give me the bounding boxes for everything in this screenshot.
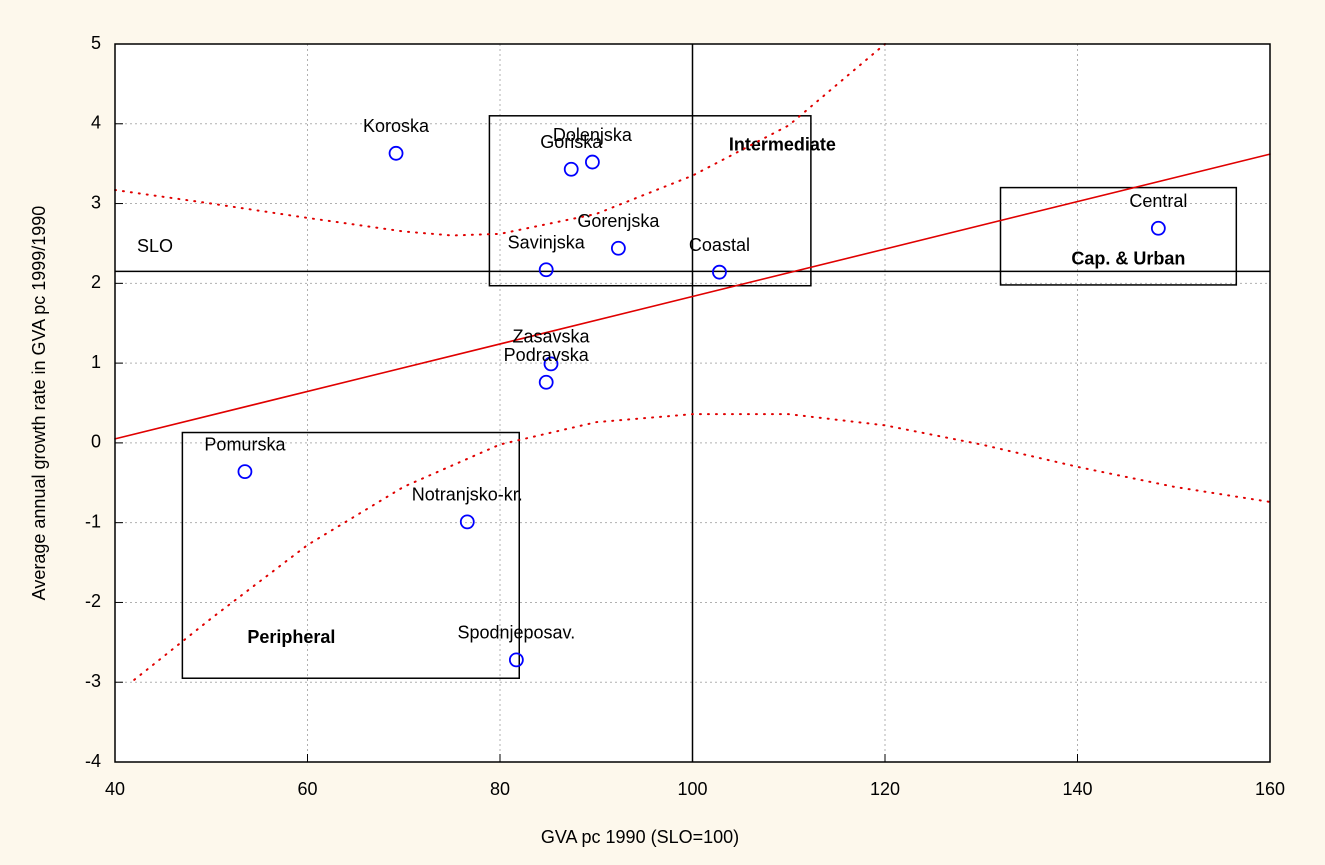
x-tick-label: 140 [1062, 779, 1092, 799]
data-point [585, 154, 600, 170]
x-tick-label: 60 [297, 779, 317, 799]
y-tick-label: -4 [85, 751, 101, 771]
x-tick-label: 100 [677, 779, 707, 799]
data-point [1150, 220, 1166, 236]
x-tick-label: 120 [870, 779, 900, 799]
point-label: Koroska [363, 116, 430, 136]
x-tick-label: 80 [490, 779, 510, 799]
regression-line [114, 153, 1271, 440]
point-label: Savinjska [508, 233, 586, 253]
point-label: Dolenjska [553, 125, 633, 145]
data-point [459, 514, 475, 530]
data-point [538, 374, 554, 390]
region-label: Cap. & Urban [1071, 249, 1185, 269]
y-tick-label: -2 [85, 591, 101, 611]
y-tick-label: -3 [85, 671, 101, 691]
region-box [488, 115, 812, 287]
point-label: Notranjsko-kr. [412, 485, 523, 505]
y-tick-label: -1 [85, 511, 101, 531]
confidence-curve [133, 413, 1271, 681]
data-point [538, 262, 554, 278]
y-tick-label: 2 [91, 272, 101, 292]
data-point [563, 161, 579, 177]
y-tick-label: 3 [91, 192, 101, 212]
data-point [543, 356, 559, 372]
data-point [388, 145, 404, 161]
data-point [712, 264, 727, 280]
y-tick-label: 5 [91, 33, 101, 53]
data-point [237, 464, 253, 480]
confidence-curve [114, 43, 886, 237]
data-point [508, 652, 524, 668]
point-label: Coastal [689, 235, 750, 255]
point-label: Central [1129, 191, 1187, 211]
point-label: Zasavska [512, 327, 590, 347]
data-point [610, 240, 626, 256]
y-axis-title: Average annual growth rate in GVA pc 199… [29, 206, 49, 601]
x-tick-label: 40 [105, 779, 125, 799]
point-label: Podravska [504, 345, 590, 365]
x-axis-title: GVA pc 1990 (SLO=100) [541, 827, 739, 847]
region-box [181, 431, 520, 679]
plot-border [114, 43, 1271, 763]
region-label: Peripheral [247, 627, 335, 647]
y-tick-label: 1 [91, 352, 101, 372]
region-label: Intermediate [729, 135, 836, 155]
reference-label: SLO [137, 236, 173, 256]
point-label: Goriska [540, 132, 603, 152]
point-label: Gorenjska [577, 211, 660, 231]
x-tick-label: 160 [1255, 779, 1285, 799]
y-tick-label: 4 [91, 113, 101, 133]
y-tick-label: 0 [91, 432, 101, 452]
point-label: Spodnjeposav. [457, 623, 575, 643]
point-label: Pomurska [204, 434, 286, 454]
region-box [999, 186, 1238, 286]
